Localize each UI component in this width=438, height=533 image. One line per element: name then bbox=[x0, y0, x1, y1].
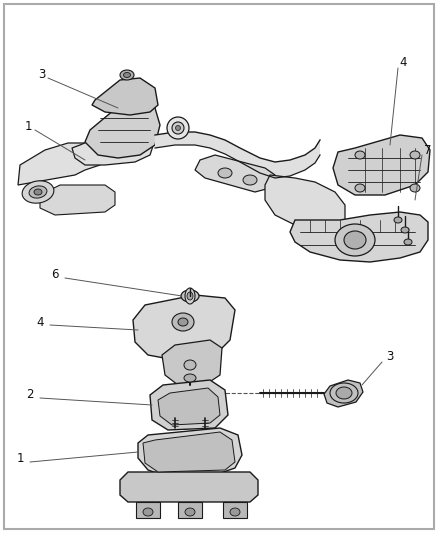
Polygon shape bbox=[136, 502, 160, 518]
Polygon shape bbox=[158, 388, 220, 425]
Ellipse shape bbox=[185, 508, 195, 516]
Ellipse shape bbox=[344, 231, 366, 249]
Ellipse shape bbox=[172, 122, 184, 134]
Polygon shape bbox=[290, 212, 428, 262]
Polygon shape bbox=[265, 175, 345, 230]
Ellipse shape bbox=[29, 186, 47, 198]
Text: 7: 7 bbox=[424, 143, 432, 157]
Polygon shape bbox=[305, 148, 315, 170]
Polygon shape bbox=[138, 428, 242, 478]
Ellipse shape bbox=[172, 313, 194, 331]
Polygon shape bbox=[175, 132, 195, 145]
Ellipse shape bbox=[167, 117, 189, 139]
Ellipse shape bbox=[355, 184, 365, 192]
Ellipse shape bbox=[243, 175, 257, 185]
Ellipse shape bbox=[404, 239, 412, 245]
Ellipse shape bbox=[124, 72, 131, 77]
Text: 3: 3 bbox=[386, 351, 394, 364]
Polygon shape bbox=[195, 132, 210, 148]
Ellipse shape bbox=[176, 125, 180, 131]
Text: 1: 1 bbox=[16, 451, 24, 464]
Text: 6: 6 bbox=[51, 268, 59, 280]
Polygon shape bbox=[155, 132, 175, 148]
Polygon shape bbox=[143, 432, 235, 472]
Polygon shape bbox=[315, 140, 320, 163]
Polygon shape bbox=[92, 78, 158, 115]
Ellipse shape bbox=[185, 288, 195, 304]
Polygon shape bbox=[324, 380, 363, 407]
Text: 3: 3 bbox=[38, 68, 46, 80]
Ellipse shape bbox=[401, 227, 409, 233]
Ellipse shape bbox=[218, 168, 232, 178]
Text: 4: 4 bbox=[36, 316, 44, 328]
Polygon shape bbox=[133, 295, 235, 360]
Ellipse shape bbox=[181, 290, 199, 302]
Polygon shape bbox=[195, 155, 275, 192]
Polygon shape bbox=[120, 472, 258, 502]
Ellipse shape bbox=[335, 224, 375, 256]
Polygon shape bbox=[333, 135, 430, 195]
Ellipse shape bbox=[336, 387, 352, 399]
Polygon shape bbox=[225, 140, 240, 162]
Polygon shape bbox=[178, 502, 202, 518]
Ellipse shape bbox=[184, 374, 196, 382]
Ellipse shape bbox=[34, 189, 42, 195]
Ellipse shape bbox=[410, 151, 420, 159]
Ellipse shape bbox=[178, 318, 188, 326]
Text: 1: 1 bbox=[24, 119, 32, 133]
Ellipse shape bbox=[394, 217, 402, 223]
Polygon shape bbox=[18, 143, 105, 185]
Polygon shape bbox=[85, 100, 160, 158]
Polygon shape bbox=[210, 135, 225, 154]
Polygon shape bbox=[290, 155, 305, 176]
Polygon shape bbox=[150, 380, 228, 430]
Ellipse shape bbox=[184, 360, 196, 370]
Ellipse shape bbox=[355, 151, 365, 159]
Polygon shape bbox=[275, 160, 290, 178]
Polygon shape bbox=[260, 158, 275, 178]
Ellipse shape bbox=[22, 181, 54, 203]
Polygon shape bbox=[72, 128, 155, 165]
Polygon shape bbox=[40, 185, 115, 215]
Ellipse shape bbox=[410, 184, 420, 192]
Ellipse shape bbox=[120, 70, 134, 80]
Text: 4: 4 bbox=[399, 56, 407, 69]
Polygon shape bbox=[223, 502, 247, 518]
Ellipse shape bbox=[230, 508, 240, 516]
Text: 2: 2 bbox=[26, 389, 34, 401]
Polygon shape bbox=[240, 148, 260, 173]
Ellipse shape bbox=[143, 508, 153, 516]
Polygon shape bbox=[162, 340, 222, 385]
Ellipse shape bbox=[187, 292, 193, 300]
